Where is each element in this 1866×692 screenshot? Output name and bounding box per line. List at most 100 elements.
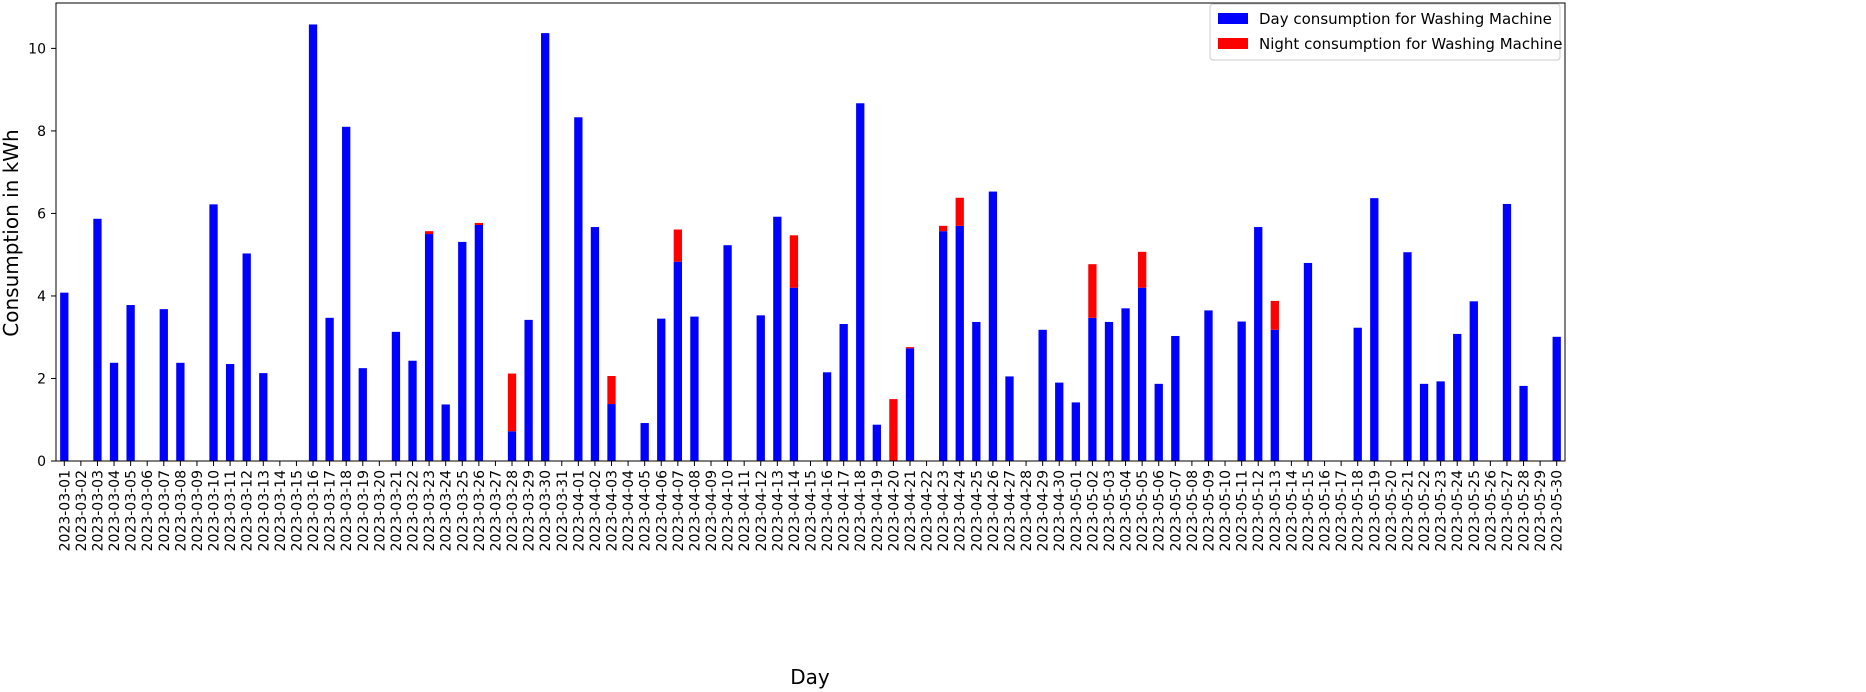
x-tick-label: 2023-05-17	[1334, 470, 1350, 551]
legend-label-night: Night consumption for Washing Machine	[1259, 35, 1563, 53]
bar-day-consumption	[1071, 402, 1080, 461]
x-tick-label: 2023-04-05	[638, 470, 654, 551]
legend-label-day: Day consumption for Washing Machine	[1259, 10, 1552, 28]
y-tick-label: 0	[37, 454, 46, 470]
bar-day-consumption	[308, 24, 318, 461]
bar-series	[60, 24, 1561, 462]
bar-day-consumption	[159, 309, 168, 461]
y-axis-ticks: 0 2 4 6 8 10	[28, 41, 56, 470]
bar-night-consumption	[889, 399, 898, 461]
x-tick-label: 2023-05-21	[1400, 470, 1416, 551]
x-tick-label: 2023-04-14	[787, 470, 803, 551]
x-tick-label: 2023-05-05	[1135, 470, 1151, 551]
x-tick-label: 2023-05-16	[1318, 470, 1334, 551]
bar-day-consumption	[723, 245, 732, 461]
x-tick-label: 2023-04-22	[920, 470, 936, 551]
x-tick-label: 2023-04-23	[936, 470, 952, 551]
bar-day-consumption	[424, 234, 434, 461]
bar-day-consumption	[242, 253, 251, 461]
bar-night-consumption	[1270, 300, 1279, 330]
x-tick-label: 2023-03-05	[124, 470, 140, 551]
x-tick-label: 2023-05-18	[1351, 470, 1367, 551]
x-tick-label: 2023-03-31	[555, 470, 571, 551]
bar-day-consumption	[1237, 321, 1246, 461]
x-tick-label: 2023-05-11	[1235, 470, 1251, 551]
bar-day-consumption	[209, 204, 218, 461]
x-tick-label: 2023-05-03	[1102, 470, 1118, 551]
bar-day-consumption	[60, 292, 69, 461]
x-tick-label: 2023-03-21	[389, 470, 405, 551]
y-tick-label: 10	[28, 41, 46, 57]
bar-day-consumption	[1353, 327, 1362, 461]
x-tick-label: 2023-03-29	[522, 470, 538, 551]
x-axis-label: Day	[790, 665, 830, 689]
x-tick-label: 2023-03-26	[472, 470, 488, 551]
bar-day-consumption	[1370, 198, 1379, 461]
x-tick-label: 2023-04-27	[1002, 470, 1018, 551]
x-tick-label: 2023-03-15	[289, 470, 305, 551]
x-tick-label: 2023-05-28	[1517, 470, 1533, 551]
bar-day-consumption	[1303, 262, 1313, 461]
x-tick-label: 2023-04-01	[571, 470, 587, 551]
x-tick-label: 2023-03-09	[190, 470, 206, 551]
bar-night-consumption	[424, 231, 434, 235]
legend-frame	[1209, 3, 1561, 61]
x-tick-label: 2023-03-24	[439, 470, 455, 551]
bar-day-consumption	[358, 368, 367, 461]
x-tick-label: 2023-03-14	[273, 470, 289, 551]
x-tick-label: 2023-03-12	[240, 470, 256, 551]
bar-day-consumption	[325, 317, 334, 461]
x-tick-label: 2023-03-16	[306, 470, 322, 551]
bar-day-consumption	[872, 424, 881, 461]
x-tick-label: 2023-04-19	[870, 470, 886, 551]
x-tick-label: 2023-04-13	[770, 470, 786, 551]
x-tick-label: 2023-03-08	[173, 470, 189, 551]
y-tick-label: 4	[37, 289, 46, 305]
bar-night-consumption	[607, 376, 616, 405]
x-tick-label: 2023-03-18	[339, 470, 355, 551]
bar-day-consumption	[640, 423, 649, 461]
bar-day-consumption	[1121, 308, 1130, 461]
x-tick-label: 2023-03-27	[488, 470, 504, 551]
bar-day-consumption	[1254, 227, 1263, 461]
x-tick-label: 2023-04-03	[605, 470, 621, 551]
x-tick-label: 2023-04-18	[853, 470, 869, 551]
x-tick-label: 2023-04-28	[1019, 470, 1035, 551]
x-tick-label: 2023-05-13	[1268, 470, 1284, 551]
bar-day-consumption	[524, 319, 533, 461]
y-axis-label: Consumption in kWh	[0, 129, 23, 336]
bar-night-consumption	[474, 222, 483, 225]
x-tick-label: 2023-04-07	[671, 470, 687, 551]
bar-day-consumption	[657, 318, 666, 461]
x-tick-label: 2023-03-13	[256, 470, 272, 551]
x-tick-label: 2023-03-10	[207, 470, 223, 551]
bar-day-consumption	[342, 126, 351, 461]
bar-day-consumption	[1204, 310, 1213, 461]
bar-day-consumption	[541, 33, 550, 461]
bar-day-consumption	[1469, 301, 1478, 461]
bar-day-consumption	[590, 227, 600, 461]
x-tick-label: 2023-03-03	[90, 470, 106, 551]
y-tick-label: 2	[37, 371, 46, 387]
x-tick-label: 2023-05-22	[1417, 470, 1433, 551]
x-tick-label: 2023-04-12	[754, 470, 770, 551]
bar-day-consumption	[756, 315, 765, 461]
x-tick-label: 2023-05-27	[1500, 470, 1516, 551]
x-tick-label: 2023-04-08	[687, 470, 703, 551]
x-tick-label: 2023-05-20	[1384, 470, 1400, 551]
x-tick-label: 2023-03-02	[74, 470, 90, 551]
bar-night-consumption	[673, 229, 682, 262]
y-tick-label: 6	[37, 206, 46, 222]
x-tick-label: 2023-04-10	[721, 470, 737, 551]
x-tick-label: 2023-05-30	[1550, 470, 1566, 551]
x-tick-label: 2023-05-06	[1152, 470, 1168, 551]
x-tick-label: 2023-05-25	[1467, 470, 1483, 551]
x-tick-label: 2023-05-14	[1284, 470, 1300, 551]
bar-day-consumption	[126, 305, 135, 461]
bar-night-consumption	[939, 225, 948, 232]
bar-day-consumption	[839, 324, 848, 461]
bar-day-consumption	[1104, 321, 1114, 461]
x-tick-label: 2023-04-29	[1036, 470, 1052, 551]
x-tick-label: 2023-03-01	[57, 470, 73, 551]
